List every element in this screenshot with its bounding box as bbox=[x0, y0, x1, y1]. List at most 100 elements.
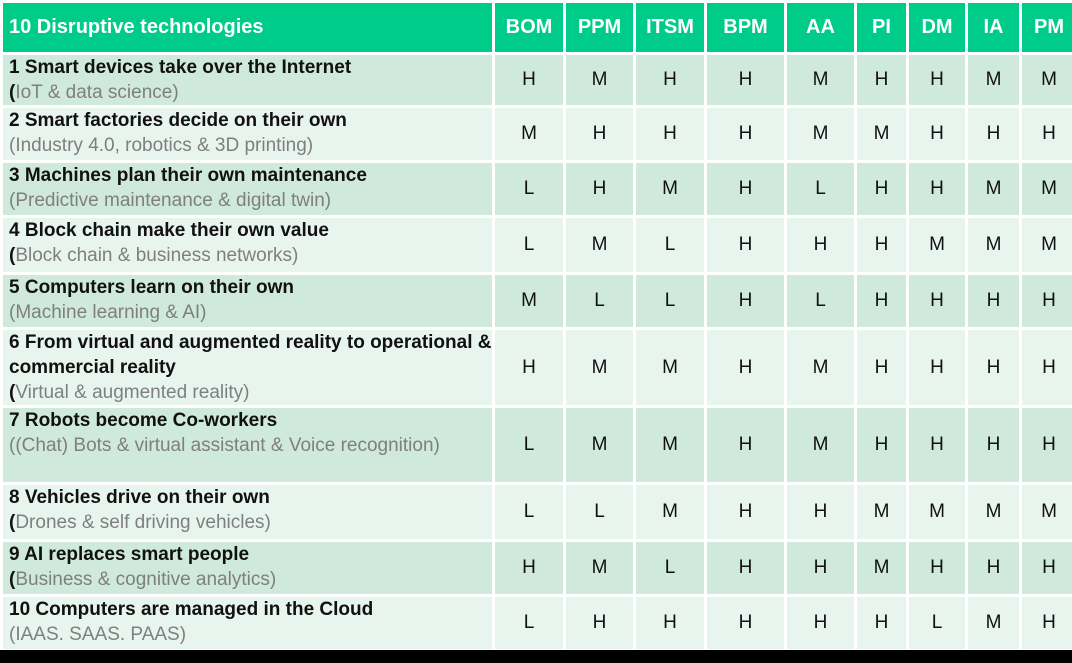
column-header-ppm: PPM bbox=[566, 3, 633, 52]
table-row: 10 Computers are managed in the Cloud (IA… bbox=[3, 597, 1072, 649]
rating-cell-dm: H bbox=[909, 542, 965, 594]
technology-title: 7 Robots become Co-workers bbox=[9, 410, 278, 431]
rating-cell-bom: L bbox=[495, 408, 563, 482]
technology-subtitle: (Business & cognitive analytics) bbox=[9, 567, 492, 592]
rating-cell-bom: L bbox=[495, 163, 563, 215]
rating-cell-pm: H bbox=[1022, 330, 1072, 405]
rating-cell-itsm: L bbox=[636, 275, 704, 327]
rating-cell-bpm: H bbox=[707, 597, 784, 649]
rating-cell-ppm: H bbox=[566, 163, 633, 215]
subtitle-text: Virtual & augmented reality) bbox=[15, 382, 250, 403]
rating-cell-ppm: H bbox=[566, 597, 633, 649]
rating-cell-ia: H bbox=[968, 108, 1019, 160]
rating-cell-bpm: H bbox=[707, 330, 784, 405]
rating-cell-itsm: H bbox=[636, 597, 704, 649]
rating-cell-ppm: M bbox=[566, 408, 633, 482]
column-header-ia: IA bbox=[968, 3, 1019, 52]
subtitle-text: IoT & data science) bbox=[15, 82, 179, 103]
column-header-pi: PI bbox=[857, 3, 906, 52]
technology-title: 10 Computers are managed in the Cloud bbox=[9, 599, 374, 620]
subtitle-paren: ( bbox=[9, 569, 16, 590]
rating-cell-bom: L bbox=[495, 218, 563, 272]
rating-cell-ia: M bbox=[968, 218, 1019, 272]
technology-subtitle: (Drones & self driving vehicles) bbox=[9, 510, 492, 535]
rating-cell-bom: M bbox=[495, 108, 563, 160]
rating-cell-pm: M bbox=[1022, 163, 1072, 215]
rating-cell-dm: H bbox=[909, 330, 965, 405]
rating-cell-ppm: H bbox=[566, 108, 633, 160]
column-header-itsm: ITSM bbox=[636, 3, 704, 52]
table-row: 9 AI replaces smart people (Business & c… bbox=[3, 542, 1072, 594]
rating-cell-ppm: M bbox=[566, 55, 633, 105]
technology-cell: 8 Vehicles drive on their own (Drones & s… bbox=[3, 485, 492, 539]
table-row: 4 Block chain make their own value (Block… bbox=[3, 218, 1072, 272]
column-header-bpm: BPM bbox=[707, 3, 784, 52]
rating-cell-ia: M bbox=[968, 55, 1019, 105]
subtitle-text: Block chain & business networks) bbox=[15, 245, 299, 266]
rating-cell-aa: M bbox=[787, 330, 854, 405]
rating-cell-dm: H bbox=[909, 55, 965, 105]
rating-cell-bom: H bbox=[495, 55, 563, 105]
subtitle-paren: ( bbox=[9, 82, 16, 103]
technology-title: 8 Vehicles drive on their own bbox=[9, 487, 270, 508]
rating-cell-bom: L bbox=[495, 597, 563, 649]
rating-cell-bpm: H bbox=[707, 55, 784, 105]
header-title: 10 Disruptive technologies bbox=[3, 3, 492, 52]
technology-subtitle: (Virtual & augmented reality) bbox=[9, 380, 492, 405]
table-row: 6 From virtual and augmented reality to … bbox=[3, 330, 1072, 405]
rating-cell-dm: M bbox=[909, 218, 965, 272]
rating-cell-itsm: L bbox=[636, 542, 704, 594]
rating-cell-bpm: H bbox=[707, 408, 784, 482]
rating-cell-itsm: M bbox=[636, 485, 704, 539]
rating-cell-bpm: H bbox=[707, 275, 784, 327]
technology-subtitle: (Predictive maintenance & digital twin) bbox=[9, 188, 492, 213]
rating-cell-ia: M bbox=[968, 163, 1019, 215]
rating-cell-ppm: L bbox=[566, 485, 633, 539]
rating-cell-aa: H bbox=[787, 218, 854, 272]
subtitle-text: Drones & self driving vehicles) bbox=[15, 512, 271, 533]
table-row: 2 Smart factories decide on their own (In… bbox=[3, 108, 1072, 160]
subtitle-text: (Industry 4.0, robotics & 3D printing) bbox=[9, 135, 314, 156]
rating-cell-pm: H bbox=[1022, 597, 1072, 649]
rating-cell-bpm: H bbox=[707, 542, 784, 594]
rating-cell-dm: H bbox=[909, 408, 965, 482]
technology-cell: 10 Computers are managed in the Cloud (IA… bbox=[3, 597, 492, 649]
rating-cell-pm: H bbox=[1022, 275, 1072, 327]
rating-cell-ppm: M bbox=[566, 542, 633, 594]
technology-subtitle: (IAAS. SAAS. PAAS) bbox=[9, 622, 492, 647]
column-header-bom: BOM bbox=[495, 3, 563, 52]
rating-cell-dm: M bbox=[909, 485, 965, 539]
table-row: 3 Machines plan their own maintenance (Pr… bbox=[3, 163, 1072, 215]
rating-cell-ppm: L bbox=[566, 275, 633, 327]
rating-cell-pi: H bbox=[857, 408, 906, 482]
rating-cell-pm: M bbox=[1022, 218, 1072, 272]
rating-cell-ia: H bbox=[968, 408, 1019, 482]
subtitle-text: (IAAS. SAAS. PAAS) bbox=[9, 624, 187, 645]
rating-cell-ia: H bbox=[968, 542, 1019, 594]
rating-cell-ia: H bbox=[968, 330, 1019, 405]
rating-cell-dm: H bbox=[909, 275, 965, 327]
rating-cell-pi: H bbox=[857, 163, 906, 215]
technology-subtitle: (IoT & data science) bbox=[9, 80, 492, 105]
rating-cell-dm: L bbox=[909, 597, 965, 649]
rating-cell-pm: M bbox=[1022, 55, 1072, 105]
rating-cell-bpm: H bbox=[707, 485, 784, 539]
rating-cell-pi: H bbox=[857, 55, 906, 105]
rating-cell-pi: H bbox=[857, 218, 906, 272]
rating-cell-pi: M bbox=[857, 485, 906, 539]
subtitle-paren: ( bbox=[9, 382, 16, 403]
rating-cell-pi: H bbox=[857, 330, 906, 405]
rating-cell-aa: H bbox=[787, 597, 854, 649]
rating-cell-itsm: M bbox=[636, 163, 704, 215]
rating-cell-itsm: H bbox=[636, 55, 704, 105]
technology-cell: 9 AI replaces smart people (Business & c… bbox=[3, 542, 492, 594]
technology-title: 6 From virtual and augmented reality to … bbox=[9, 332, 492, 378]
technology-cell: 4 Block chain make their own value (Block… bbox=[3, 218, 492, 272]
technology-cell: 5 Computers learn on their own (Machine l… bbox=[3, 275, 492, 327]
rating-cell-ppm: M bbox=[566, 330, 633, 405]
rating-cell-bom: L bbox=[495, 485, 563, 539]
rating-cell-bpm: H bbox=[707, 108, 784, 160]
technology-title: 4 Block chain make their own value bbox=[9, 220, 329, 241]
rating-cell-ppm: M bbox=[566, 218, 633, 272]
